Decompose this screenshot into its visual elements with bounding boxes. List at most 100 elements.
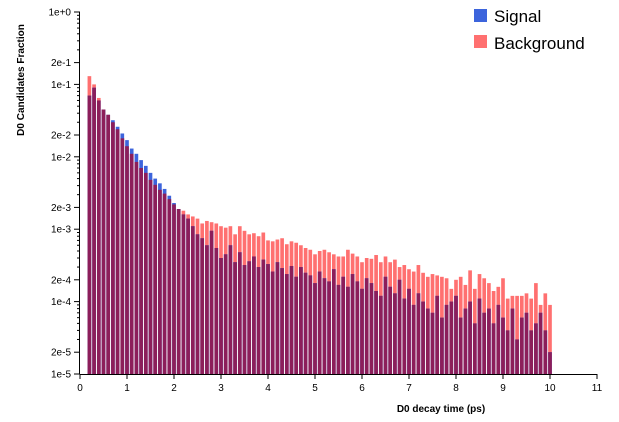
x-tick-label: 8 [453, 383, 459, 394]
bar-overlap [284, 274, 289, 374]
bar-overlap [548, 352, 552, 374]
x-tick-label: 1 [124, 383, 130, 394]
bar-overlap [242, 265, 247, 374]
bar-overlap [247, 261, 252, 374]
legend-swatch-signal [474, 9, 487, 22]
bar-overlap [510, 308, 515, 374]
x-axis-title: D0 decay time (ps) [397, 404, 485, 415]
bar-overlap [181, 214, 186, 374]
bar-overlap [167, 199, 172, 374]
bar-overlap [364, 278, 369, 374]
bar-overlap [378, 295, 383, 374]
bar-overlap [458, 317, 463, 374]
x-tick-label: 10 [544, 383, 556, 394]
bar-overlap [96, 100, 101, 374]
bar-overlap [454, 295, 458, 374]
bar-overlap [416, 293, 421, 374]
bar-background [515, 295, 519, 374]
bar-overlap [519, 317, 524, 374]
bar-overlap [393, 293, 397, 374]
bar-overlap [383, 276, 388, 374]
bar-overlap [237, 252, 242, 374]
bar-overlap [341, 276, 346, 374]
x-tick-label: 6 [359, 383, 365, 394]
legend-label-background: Background [494, 34, 585, 53]
bar-overlap [440, 317, 444, 374]
bar-overlap [190, 226, 195, 374]
bar-overlap [252, 256, 256, 374]
bar-overlap [106, 114, 111, 374]
bar-overlap [219, 258, 223, 374]
y-tick-label: 1e-3 [51, 225, 71, 236]
legend-label-signal: Signal [494, 7, 541, 26]
bar-overlap [336, 284, 341, 374]
bar-overlap [397, 279, 402, 374]
bar-overlap [421, 301, 425, 374]
bar-overlap [425, 308, 430, 374]
bar-overlap [449, 301, 454, 374]
bar-overlap [374, 291, 378, 374]
bar-overlap [294, 276, 299, 374]
bar-overlap [172, 204, 176, 374]
y-tick-label: 2e-2 [51, 131, 71, 142]
bar-overlap [125, 146, 129, 374]
bar-overlap [200, 238, 205, 374]
y-axis-ticks: 1e-5 2e-5 1e-4 2e-4 1e-3 2e-3 1e-2 2e-2 1e-1 2e-1… [48, 8, 80, 381]
bar-overlap [299, 267, 303, 374]
bar-overlap [355, 281, 360, 374]
bar-overlap [496, 304, 501, 374]
bar-overlap [111, 122, 115, 374]
bar-overlap [92, 87, 96, 375]
bar-overlap [214, 247, 219, 374]
bar-overlap [331, 269, 336, 374]
bar-overlap [327, 281, 331, 374]
bar-overlap [369, 283, 374, 374]
bar-overlap [350, 274, 355, 374]
bar-overlap [205, 245, 209, 374]
bar-overlap [472, 323, 477, 374]
bar-overlap [176, 209, 181, 374]
bar-overlap [468, 301, 472, 374]
bar-overlap [195, 234, 200, 374]
bar-overlap [158, 189, 162, 374]
bar-overlap [317, 271, 322, 374]
bar-overlap [115, 129, 120, 374]
bar-overlap [477, 298, 482, 374]
bar-overlap [101, 109, 106, 374]
bar-overlap [482, 312, 487, 374]
legend-swatch-background [474, 35, 487, 48]
bar-background [548, 304, 552, 374]
bar-overlap [266, 264, 270, 374]
bar-overlap [148, 179, 153, 374]
x-tick-label: 0 [77, 383, 83, 394]
bar-overlap [280, 268, 284, 374]
bar-overlap [491, 323, 496, 374]
bar-overlap [261, 259, 266, 374]
x-axis-ticks: 0 1 2 3 4 5 6 7 8 9 10 11 [77, 374, 603, 394]
bar-overlap [534, 323, 538, 374]
bar-overlap [153, 184, 158, 374]
y-tick-label: 2e-1 [51, 58, 71, 69]
bar-overlap [515, 339, 519, 374]
x-tick-label: 5 [312, 383, 318, 394]
bar-overlap [444, 304, 449, 374]
bar-overlap [407, 288, 411, 374]
x-tick-label: 9 [500, 383, 506, 394]
bar-overlap [256, 267, 261, 374]
y-tick-label: 1e-2 [51, 152, 71, 163]
bar-overlap [228, 245, 233, 374]
bar-overlap [139, 168, 143, 374]
y-tick-label: 1e+0 [48, 8, 71, 19]
bar-overlap [529, 330, 534, 374]
bar-overlap [487, 308, 491, 374]
x-tick-label: 11 [592, 383, 603, 394]
bar-overlap [430, 312, 435, 374]
bar-overlap [87, 95, 92, 374]
bar-overlap [360, 288, 364, 374]
y-tick-label: 2e-3 [51, 203, 71, 214]
y-axis-title: D0 Candidates Fraction [16, 24, 27, 136]
axes-layer: 0 1 2 3 4 5 6 7 8 9 10 11 1e-52e-51e-42e-41e-32e-31… [48, 8, 602, 395]
y-tick-label: 2e-5 [51, 348, 71, 359]
y-tick-label: 1e-1 [51, 80, 71, 91]
